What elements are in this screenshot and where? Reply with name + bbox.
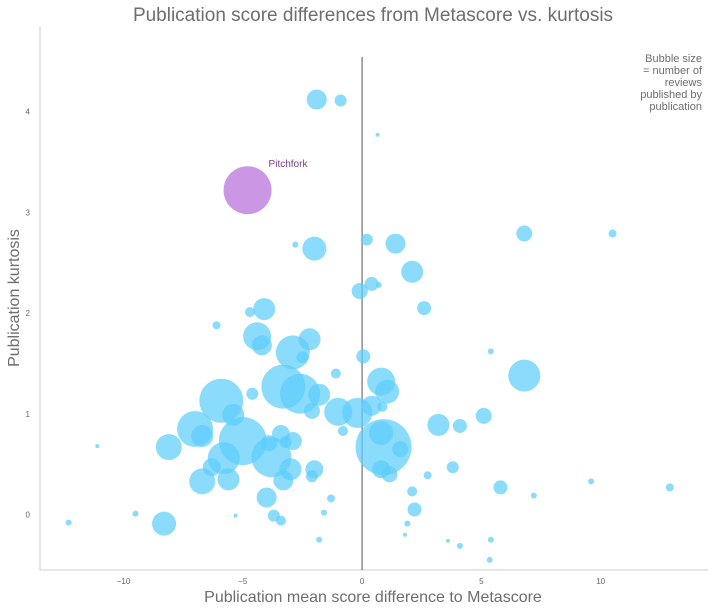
- bubble: [375, 281, 382, 288]
- bubble: [155, 434, 182, 461]
- bubble: [407, 486, 418, 497]
- bubble-size-annotation: Bubble size = number of reviews published b…: [640, 53, 703, 113]
- y-tick-label: 1: [26, 410, 31, 419]
- bubble: [202, 458, 221, 477]
- bubble: [132, 510, 139, 517]
- bubble: [95, 444, 100, 449]
- y-tick-label: 0: [26, 511, 31, 520]
- bubble: [296, 351, 309, 364]
- bubble: [251, 335, 272, 356]
- bubble: [337, 425, 348, 436]
- bubble: [493, 480, 508, 495]
- y-tick-label: 3: [26, 208, 31, 217]
- y-tick-label: 4: [26, 108, 31, 117]
- bubble: [320, 509, 327, 516]
- bubble: [487, 536, 494, 543]
- y-tick-label: 2: [26, 309, 31, 318]
- bubble: [244, 307, 255, 318]
- bubble: [423, 471, 432, 480]
- bubble: [608, 229, 617, 238]
- bubble: [212, 321, 221, 330]
- bubble: [381, 466, 398, 483]
- bubble: [327, 494, 336, 503]
- x-tick-label: 5: [479, 577, 484, 586]
- axis-ticks: −10 −5 0 5 10 0 1 2 3 4: [26, 108, 606, 586]
- bubble: [530, 492, 537, 499]
- x-axis-title: Publication mean score difference to Met…: [204, 589, 542, 606]
- bubbles: [65, 89, 674, 563]
- bubble: [273, 470, 294, 491]
- bubble: [191, 425, 214, 448]
- bubble: [330, 368, 341, 379]
- x-tick-label: 0: [360, 577, 365, 586]
- bubble: [445, 538, 450, 543]
- bubble: [452, 418, 467, 433]
- x-tick-label: 10: [596, 577, 605, 586]
- bubble: [303, 402, 320, 419]
- bubble: [392, 441, 409, 458]
- bubble: [275, 515, 286, 526]
- bubble: [246, 387, 259, 400]
- bubble: [508, 359, 541, 392]
- bubble: [456, 542, 463, 549]
- bubble: [404, 520, 411, 527]
- bubble: [360, 233, 373, 246]
- bubble: [279, 436, 292, 449]
- bubble: [427, 413, 450, 436]
- bubble: [334, 94, 347, 107]
- bubble: [324, 397, 353, 426]
- bubble: [475, 407, 492, 424]
- bubble: [403, 532, 408, 537]
- bubble: [375, 379, 400, 404]
- bubble: [516, 225, 533, 242]
- bubble: [356, 349, 371, 364]
- bubble: [417, 301, 432, 316]
- bubble: [364, 276, 379, 291]
- bubble-highlight: [223, 166, 272, 215]
- bubble: [351, 282, 368, 299]
- bubble: [401, 260, 424, 283]
- bubble: [217, 468, 240, 491]
- bubble: [256, 487, 277, 508]
- bubble: [305, 470, 318, 483]
- x-tick-label: −5: [238, 577, 248, 586]
- bubble: [233, 513, 238, 518]
- bubble: [446, 461, 459, 474]
- bubble: [298, 328, 321, 351]
- bubble: [385, 233, 406, 254]
- bubble: [152, 511, 177, 536]
- bubble: [306, 89, 327, 110]
- bubble: [316, 536, 323, 543]
- chart-title: Publication score differences from Metas…: [133, 5, 613, 26]
- bubble: [665, 483, 674, 492]
- bubble: [308, 383, 331, 406]
- bubble: [253, 298, 276, 321]
- bubble: [369, 420, 394, 445]
- y-axis-title: Publication kurtosis: [6, 229, 23, 367]
- highlight-label: Pitchfork: [269, 159, 309, 170]
- bubble: [222, 403, 245, 426]
- bubble: [292, 241, 299, 248]
- bubble: [261, 435, 278, 452]
- bubble: [487, 348, 494, 355]
- bubble: [375, 132, 380, 137]
- bubble: [302, 236, 327, 261]
- bubble: [407, 502, 422, 517]
- bubble: [361, 395, 382, 416]
- bubble: [588, 478, 595, 485]
- bubble: [65, 519, 72, 526]
- bubble: [377, 401, 388, 412]
- bubble: [486, 556, 493, 563]
- x-tick-label: −10: [117, 577, 131, 586]
